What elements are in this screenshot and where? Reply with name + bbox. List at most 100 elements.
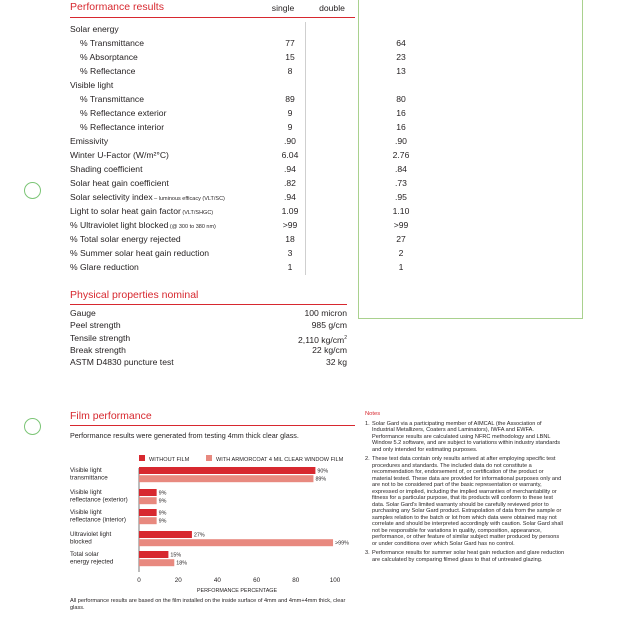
physical-row-superscript: 2: [344, 334, 347, 341]
performance-row: % Total solar energy rejected 18 27: [70, 232, 406, 246]
bar-value-label: 9%: [159, 491, 167, 497]
performance-title: Performance results: [70, 1, 164, 13]
bar-value-label: >99%: [335, 541, 349, 547]
bar-value-label: 18%: [176, 561, 187, 567]
performance-row: % Transmittance 89 80: [70, 92, 406, 106]
film-title-rule: [70, 425, 355, 426]
performance-row: Emissivity .90 .90: [70, 134, 407, 148]
x-tick-label: 80: [292, 577, 300, 584]
category-label: blocked: [70, 539, 92, 546]
performance-row-label: % Ultraviolet light blocked (@ 300 to 38…: [70, 220, 216, 230]
performance-row: % Transmittance 77 64: [70, 36, 406, 50]
performance-row-label: Visible light: [70, 80, 114, 90]
performance-row-label-note: (VLT/SHGC): [180, 210, 214, 216]
performance-value-single: 8: [287, 66, 293, 76]
note-number: 1.: [365, 420, 370, 427]
notes-title: Notes: [365, 411, 381, 417]
image-placeholder-frame: [358, 0, 583, 319]
performance-value-single: 9: [287, 122, 293, 132]
performance-value-single: .94: [284, 164, 296, 174]
performance-row: % Reflectance interior 9 16: [70, 120, 406, 134]
binder-hole-circle: [24, 182, 41, 199]
performance-value-double: .84: [395, 164, 407, 174]
category-label: Ultraviolet light: [70, 531, 112, 538]
performance-value-double: 1: [398, 262, 404, 272]
performance-row: Solar heat gain coefficient .82 .73: [70, 176, 407, 190]
performance-value-double: 23: [396, 52, 406, 62]
performance-value-double: 1.10: [392, 206, 410, 216]
performance-row-label: Solar energy: [70, 24, 119, 34]
performance-row: % Absorptance 15 23: [70, 50, 406, 64]
physical-row-label: Gauge: [70, 308, 96, 318]
chart-bar: [139, 531, 192, 538]
performance-value-double: .90: [395, 136, 407, 146]
chart-bar: [139, 509, 157, 516]
bar-value-label: 9%: [159, 511, 167, 517]
performance-value-single: 77: [285, 38, 295, 48]
performance-row: Solar selectivity index – luminous effic…: [70, 190, 407, 204]
performance-row: Visible light: [70, 78, 355, 92]
note-number: 3.: [365, 550, 370, 556]
physical-row: ASTM D4830 puncture test 32 kg: [70, 356, 347, 368]
performance-row: % Ultraviolet light blocked (@ 300 to 38…: [70, 218, 408, 232]
category-label: energy rejected: [70, 559, 114, 566]
performance-row-label: % Total solar energy rejected: [70, 234, 181, 244]
performance-row-label: % Transmittance: [80, 94, 144, 104]
physical-title-rule: [70, 304, 347, 305]
performance-row-label: Shading coefficient: [70, 164, 143, 174]
chart-bar: [139, 467, 316, 474]
category-label: reflectance (interior): [70, 517, 126, 524]
performance-value-double: 16: [396, 122, 406, 132]
performance-value-single: 89: [285, 94, 295, 104]
performance-row-label: % Transmittance: [80, 38, 144, 48]
note-item: 3. Performance results for summer solar h…: [365, 550, 565, 563]
performance-row-label: % Absorptance: [80, 52, 138, 62]
performance-value-double: >99: [393, 220, 409, 230]
chart-bar: [139, 517, 157, 525]
performance-value-double: 27: [396, 234, 406, 244]
performance-row: Shading coefficient .94 .84: [70, 162, 407, 176]
performance-value-single: 3: [287, 248, 293, 258]
legend-swatch: [139, 455, 145, 461]
bar-value-label: 90%: [317, 469, 328, 475]
physical-row-value: 22 kg/cm: [312, 344, 347, 355]
x-tick-label: 20: [175, 577, 183, 584]
performance-row: % Summer solar heat gain reduction 3 2: [70, 246, 403, 260]
performance-value-single: 1.09: [281, 206, 299, 216]
performance-value-double: 16: [396, 108, 406, 118]
performance-row: % Glare reduction 1 1: [70, 260, 403, 274]
category-label: Visible light: [70, 509, 102, 516]
bar-value-label: 9%: [159, 499, 167, 505]
chart-bar: [139, 559, 175, 567]
x-tick-label: 60: [253, 577, 261, 584]
legend-label: WITHOUT FILM: [149, 457, 190, 463]
chart-bar: [139, 539, 334, 547]
performance-row-label: % Reflectance: [80, 66, 136, 76]
performance-row-label: Solar heat gain coefficient: [70, 178, 169, 188]
bar-value-label: 27%: [194, 533, 205, 539]
performance-row-label: % Summer solar heat gain reduction: [70, 248, 210, 258]
performance-row: % Reflectance exterior 9 16: [70, 106, 406, 120]
category-label: reflectance (exterior): [70, 497, 128, 504]
notes-section: Notes 1. Solar Gard via a participating m…: [365, 411, 565, 566]
performance-title-rule: [70, 17, 355, 18]
performance-row-label: % Reflectance interior: [80, 122, 165, 132]
physical-row-label: ASTM D4830 puncture test: [70, 357, 174, 368]
x-tick-label: 40: [214, 577, 222, 584]
note-text: These test data contain only results arr…: [372, 456, 563, 547]
chart-bar: [139, 475, 314, 483]
physical-properties-title: Physical properties nominal: [70, 289, 199, 301]
column-header-single: single: [271, 3, 295, 13]
performance-row: Solar energy: [70, 22, 355, 36]
column-header-double: double: [319, 3, 345, 13]
category-label: Visible light: [70, 467, 102, 474]
performance-value-double: 2: [398, 248, 404, 258]
category-label: transmittance: [70, 475, 108, 482]
physical-row: Break strength 22 kg/cm: [70, 344, 347, 356]
column-divider: [305, 22, 306, 275]
x-axis-title: PERFORMANCE PERCENTAGE: [197, 588, 278, 594]
performance-value-single: 6.04: [281, 150, 299, 160]
performance-value-single: .82: [284, 178, 296, 188]
performance-row-label-note: – luminous efficacy (VLT/SC): [152, 196, 225, 202]
